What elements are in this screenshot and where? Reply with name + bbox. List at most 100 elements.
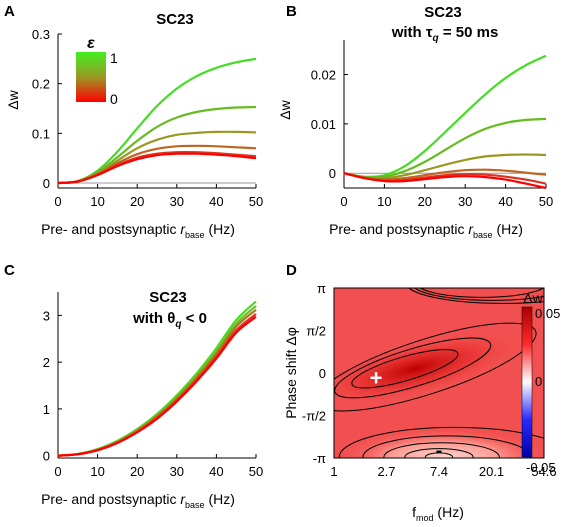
panel-letter-d: D <box>286 262 297 279</box>
panel-d-xtick-label: 20.1 <box>479 464 504 479</box>
colorbar <box>521 306 533 458</box>
panel-c-series-1 <box>57 305 257 457</box>
panel-d-ytick-label: π <box>317 281 326 296</box>
panel-c-xtick-label: 50 <box>249 464 263 479</box>
panel-a-title: SC23 <box>156 11 194 28</box>
panel-c-xtick-label: 10 <box>90 464 104 479</box>
contour-2 <box>334 322 537 412</box>
maximum-marker: + <box>370 365 383 390</box>
panel-c-series-2 <box>57 308 257 457</box>
panel-b-series <box>343 54 547 190</box>
panel-d-xtick-label: 2.7 <box>377 464 395 479</box>
panel-letter-c: C <box>4 262 15 279</box>
panel-a-ylabel: Δw <box>5 89 21 109</box>
contour-4 <box>404 448 474 458</box>
panel-b-ylabel: Δw <box>277 99 293 119</box>
epsilon-label: ε <box>87 35 95 52</box>
panel-a-ytick-label: 0.2 <box>32 77 50 92</box>
panel-d-ytick-label: 0 <box>319 366 326 381</box>
heatmap-frame <box>333 287 545 459</box>
panel-a-series-1 <box>57 105 257 185</box>
panel-c-xtick-label: 20 <box>130 464 144 479</box>
panel-letter-b: B <box>286 3 297 20</box>
panel-c-ytick-label: 1 <box>43 402 50 417</box>
panel-b-xtick-label: 10 <box>377 194 391 209</box>
colorbar-tick-zero: 0 <box>535 374 542 389</box>
panel-b-xtick-label: 30 <box>458 194 472 209</box>
panel-b-ticks: 0 10 20 30 40 50 0 0.01 0.02 <box>311 68 554 209</box>
heatmap <box>334 288 544 458</box>
panel-b-ytick-label: 0.02 <box>311 68 336 83</box>
epsilon-colorbar <box>76 52 106 102</box>
panel-d-ytick-label: π/2 <box>306 324 326 339</box>
panel-b-series-5 <box>343 172 547 190</box>
panel-b-xtick-label: 0 <box>340 194 347 209</box>
panel-c-series <box>57 300 257 457</box>
panel-a-xtick-label: 20 <box>130 194 144 209</box>
panel-d-ytick-label: -π/2 <box>302 409 326 424</box>
contour-7 <box>338 426 544 458</box>
panel-c-series-4 <box>57 315 257 457</box>
panel-b-title-line2: with τq = 50 ms <box>391 24 499 44</box>
panel-c-title-line2: with θq < 0 <box>132 310 207 330</box>
contour-1 <box>334 337 492 399</box>
panel-a-ytick-label: 0.1 <box>32 126 50 141</box>
contour-top-2 <box>408 288 544 304</box>
contour-top-0 <box>419 288 544 298</box>
panel-c-ytick-label: 2 <box>43 355 50 370</box>
panel-a-ytick-label: 0.3 <box>32 27 50 42</box>
panel-c-ytick-label: 3 <box>43 308 50 323</box>
panel-c-xlabel: Pre- and postsynaptic rbase (Hz) <box>41 491 235 510</box>
panel-b: B SC23 with τq = 50 ms 0 10 20 30 40 5000.010… <box>277 3 553 240</box>
panel-c-xtick-label: 30 <box>170 464 184 479</box>
minimum-marker: - <box>436 440 443 462</box>
panel-d-ticks: 1 2.7 7.4 20.1 54.6 π π/2 0 -π/2 -π <box>302 281 557 479</box>
panel-a-xtick-label: 0 <box>54 194 61 209</box>
panel-d-xtick-label: 1 <box>330 464 337 479</box>
panel-b-xtick-label: 50 <box>539 194 553 209</box>
panel-d-ylabel: Phase shift Δφ <box>283 327 299 419</box>
panel-b-ytick-label: 0.01 <box>311 117 336 132</box>
panel-a-ytick-label: 0 <box>43 176 50 191</box>
panel-b-xtick-label: 20 <box>418 194 432 209</box>
panel-c-xtick-label: 0 <box>54 464 61 479</box>
panel-b-series-1 <box>343 117 547 179</box>
panel-b-xtick-label: 40 <box>498 194 512 209</box>
panel-c-ytick-label: 0 <box>43 449 50 464</box>
panel-a-xtick-label: 10 <box>90 194 104 209</box>
colorbar-tick-min: -0.05 <box>526 460 556 475</box>
contour-5 <box>383 442 500 458</box>
panel-a-series-5 <box>57 152 257 185</box>
colorbar-label: Δw <box>523 290 543 306</box>
epsilon-top-label: 1 <box>110 50 118 66</box>
panel-b-series-0 <box>343 54 547 178</box>
panel-d: D 1 2.7 7.4 20.1 54.6 π π/2 0 -π/2 -π + - Phase s… <box>283 262 560 523</box>
panel-d-xlabel: fmod (Hz) <box>412 504 464 523</box>
panel-b-xlabel: Pre- and postsynaptic rbase (Hz) <box>329 221 523 240</box>
panel-d-xtick-label: 7.4 <box>430 464 448 479</box>
panel-a-xtick-label: 40 <box>209 194 223 209</box>
contour-0 <box>351 349 459 389</box>
panel-c: C SC23 with θq < 0 0 10 20 30 40 50 0 1 2 3 Pre- … <box>4 262 263 510</box>
epsilon-bottom-label: 0 <box>110 91 118 107</box>
contour-top-1 <box>414 288 544 301</box>
panel-b-ytick-label: 0 <box>329 166 336 181</box>
panel-d-xtick-label: 54.6 <box>531 464 556 479</box>
panel-c-title-line1: SC23 <box>149 289 187 306</box>
panel-a-xlabel: Pre- and postsynaptic rbase (Hz) <box>41 221 235 240</box>
panel-letter-a: A <box>4 3 15 20</box>
heatmap-contours <box>334 288 544 458</box>
panel-c-xtick-label: 40 <box>209 464 223 479</box>
colorbar-tick-max: 0.05 <box>535 306 560 321</box>
panel-b-title-line1: SC23 <box>424 4 462 21</box>
panel-a-xtick-label: 50 <box>249 194 263 209</box>
panel-d-ytick-label: -π <box>313 451 326 466</box>
panel-c-ticks: 0 10 20 30 40 50 0 1 2 3 <box>43 308 263 479</box>
panel-a-xtick-label: 30 <box>170 194 184 209</box>
contour-3 <box>424 452 454 458</box>
epsilon-legend: ε 1 0 <box>76 35 118 107</box>
panel-a-series-2 <box>57 130 257 185</box>
